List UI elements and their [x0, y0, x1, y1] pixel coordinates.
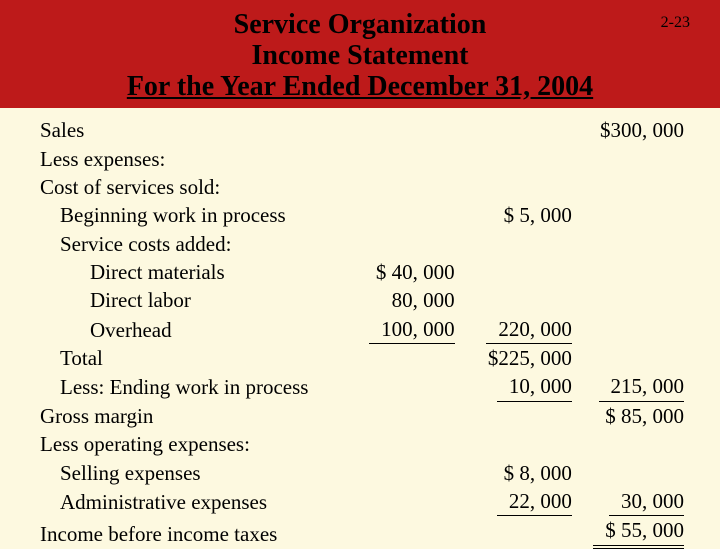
- title-line-2: Income Statement: [252, 40, 469, 71]
- income-statement-table: Sales $300, 000 Less expenses:Cost of serv…: [40, 116, 690, 548]
- row-label: Income before income taxes: [40, 516, 337, 548]
- col-a-cell: [337, 201, 454, 229]
- table-row: Service costs added:: [40, 230, 690, 258]
- table-row: Less operating expenses:: [40, 430, 690, 458]
- col-c-cell: [572, 430, 690, 458]
- table-row: Administrative expenses 22, 00030, 000: [40, 487, 690, 516]
- col-a-cell: [337, 372, 454, 401]
- col-a-cell: [337, 173, 454, 201]
- table-row: Sales $300, 000: [40, 116, 690, 144]
- col-c-cell: 30, 000: [572, 487, 690, 516]
- col-b-cell: [455, 145, 572, 173]
- col-c-cell: [572, 230, 690, 258]
- col-c-cell: [572, 173, 690, 201]
- col-c-cell: $300, 000: [572, 116, 690, 144]
- page-number: 2-23: [661, 14, 690, 32]
- col-b-cell: [455, 116, 572, 144]
- col-b-cell: [455, 230, 572, 258]
- table-row: Beginning work in process $ 5, 000: [40, 201, 690, 229]
- title-line-3: For the Year Ended December 31, 2004: [127, 71, 593, 102]
- col-a-cell: [337, 516, 454, 548]
- col-b-cell: [455, 173, 572, 201]
- row-label: Less: Ending work in process: [40, 372, 337, 401]
- table-row: Selling expenses $ 8, 000: [40, 459, 690, 487]
- table-row: Overhead100, 000220, 000: [40, 315, 690, 344]
- col-c-cell: [572, 201, 690, 229]
- col-b-cell: $225, 000: [455, 344, 572, 372]
- row-label: Beginning work in process: [40, 201, 337, 229]
- row-label: Direct materials: [40, 258, 337, 286]
- col-b-cell: 10, 000: [455, 372, 572, 401]
- col-b-cell: $ 8, 000: [455, 459, 572, 487]
- col-c-cell: [572, 344, 690, 372]
- row-label: Less expenses:: [40, 145, 337, 173]
- slide-header: 2-23 Service Organization Income Stateme…: [0, 0, 720, 108]
- row-label: Administrative expenses: [40, 487, 337, 516]
- row-label: Sales: [40, 116, 337, 144]
- row-label: Less operating expenses:: [40, 430, 337, 458]
- col-b-cell: 22, 000: [455, 487, 572, 516]
- title-block: Service Organization Income Statement Fo…: [20, 10, 700, 102]
- table-row: Total $225, 000: [40, 344, 690, 372]
- col-a-cell: [337, 145, 454, 173]
- col-c-cell: [572, 145, 690, 173]
- table-row: Income before income taxes $ 55, 000: [40, 516, 690, 548]
- row-label: Total: [40, 344, 337, 372]
- table-row: Less expenses:: [40, 145, 690, 173]
- col-b-cell: 220, 000: [455, 315, 572, 344]
- table-row: Cost of services sold:: [40, 173, 690, 201]
- col-b-cell: [455, 430, 572, 458]
- col-c-cell: [572, 459, 690, 487]
- col-a-cell: [337, 487, 454, 516]
- row-label: Direct labor: [40, 286, 337, 314]
- row-label: Gross margin: [40, 402, 337, 430]
- table-row: Less: Ending work in process 10, 000215, …: [40, 372, 690, 401]
- col-c-cell: $ 55, 000: [572, 516, 690, 548]
- row-label: Overhead: [40, 315, 337, 344]
- row-label: Cost of services sold:: [40, 173, 337, 201]
- row-label: Selling expenses: [40, 459, 337, 487]
- col-c-cell: 215, 000: [572, 372, 690, 401]
- col-c-cell: [572, 286, 690, 314]
- col-c-cell: [572, 315, 690, 344]
- col-a-cell: [337, 430, 454, 458]
- col-a-cell: [337, 459, 454, 487]
- col-a-cell: 100, 000: [337, 315, 454, 344]
- col-b-cell: [455, 286, 572, 314]
- col-a-cell: [337, 116, 454, 144]
- col-b-cell: [455, 516, 572, 548]
- col-a-cell: [337, 230, 454, 258]
- income-statement: Sales $300, 000 Less expenses:Cost of serv…: [0, 108, 720, 548]
- col-b-cell: $ 5, 000: [455, 201, 572, 229]
- row-label: Service costs added:: [40, 230, 337, 258]
- col-a-cell: 80, 000: [337, 286, 454, 314]
- col-b-cell: [455, 402, 572, 430]
- col-a-cell: [337, 344, 454, 372]
- col-c-cell: $ 85, 000: [572, 402, 690, 430]
- table-row: Gross margin $ 85, 000: [40, 402, 690, 430]
- col-a-cell: $ 40, 000: [337, 258, 454, 286]
- col-a-cell: [337, 402, 454, 430]
- table-row: Direct materials$ 40, 000: [40, 258, 690, 286]
- col-c-cell: [572, 258, 690, 286]
- col-b-cell: [455, 258, 572, 286]
- title-line-1: Service Organization: [234, 9, 487, 40]
- table-row: Direct labor80, 000: [40, 286, 690, 314]
